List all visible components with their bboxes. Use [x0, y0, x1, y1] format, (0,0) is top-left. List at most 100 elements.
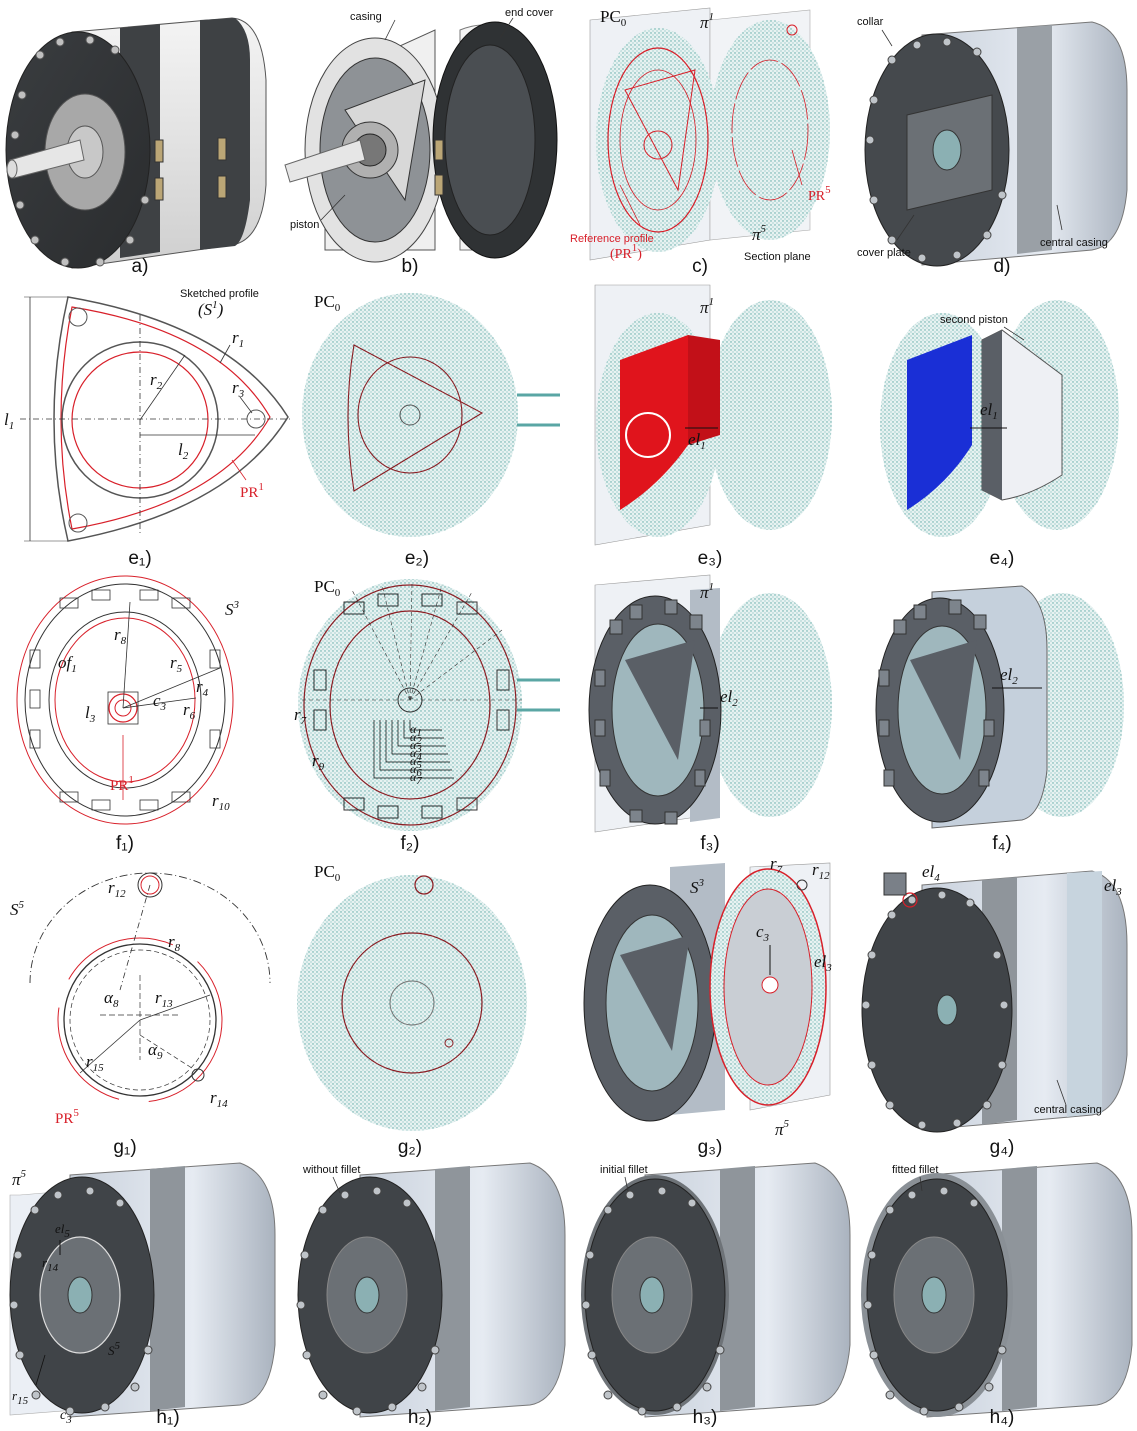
end-cover-point-cloud-g2: PC0	[297, 862, 527, 1131]
label-l1-e1: l1	[4, 410, 14, 432]
label-el1-e3: el1	[688, 430, 706, 452]
label-alpha2-f2: α2	[410, 730, 422, 747]
caption-g2: g₂)	[397, 1137, 423, 1158]
label-r9-f2: r9	[312, 751, 325, 773]
label-s1-e1: (S1)	[198, 299, 224, 319]
model-without-fillet-h2: without fillet	[296, 1162, 566, 1418]
label-l3-f1: l3	[85, 703, 96, 725]
label-pr1-e1: PR1	[240, 481, 264, 501]
label-pr1-f1: PR1	[110, 774, 134, 794]
caption-g1: g₁)	[113, 1137, 137, 1158]
label-r8-f1: r8	[114, 625, 127, 647]
label-cover-plate: cover plate	[857, 247, 911, 259]
label-without-fillet: without fillet	[302, 1164, 360, 1176]
model-initial-fillet-h3: initial fillet	[581, 1162, 851, 1418]
panel-d: collar cover plate central casing d)	[852, 0, 1137, 280]
panel-h2: without fillet h₂)	[285, 1155, 570, 1431]
label-r7-f2: r7	[294, 705, 307, 727]
label-casing: casing	[350, 11, 382, 23]
cover-plate-h1: π5 el5 r14 S5 r15 c3	[9, 1162, 276, 1426]
label-s3-f1: S3	[225, 599, 240, 619]
caption-b: b)	[401, 256, 419, 277]
panel-a: a)	[0, 0, 280, 280]
panel-h3: initial fillet h₃)	[570, 1155, 855, 1431]
caption-e4: e₄)	[989, 548, 1015, 569]
label-alpha8-g1: α8	[104, 988, 119, 1010]
label-el4-g4: el4	[922, 862, 940, 884]
label-alpha4-f2: α4	[410, 746, 422, 763]
panel-f4: el2 f₄)	[852, 570, 1137, 855]
caption-e3: e₃)	[697, 548, 723, 569]
panel-g3: S3 r7 r12 c3 el3 π5 g₃)	[570, 854, 855, 1158]
caption-g3: g₃)	[697, 1137, 723, 1158]
caption-e1: e₁)	[128, 548, 152, 569]
label-r6-f1: r6	[183, 700, 196, 722]
caption-h1: h₁)	[156, 1407, 180, 1428]
label-pi5-h1: π5	[12, 1168, 27, 1189]
label-of1-f1: of1	[58, 653, 77, 675]
label-el2-f4: el2	[1000, 665, 1018, 687]
caption-g4: g₄)	[989, 1137, 1015, 1158]
label-r3-e1: r3	[232, 378, 245, 400]
label-sketched-profile: Sketched profile	[180, 288, 259, 300]
caption-f1: f₁)	[115, 833, 135, 854]
label-r4-f1: r4	[196, 677, 209, 699]
caption-d: d)	[993, 256, 1011, 277]
caption-e2: e₂)	[404, 548, 430, 569]
label-el3-g4: el3	[1104, 876, 1122, 898]
second-piston-e4: second piston el1	[880, 300, 1119, 537]
label-pr5-c: PR5	[808, 184, 831, 204]
label-collar: collar	[857, 16, 884, 28]
label-alpha6-f2: α6	[410, 762, 422, 779]
label-r10-f1: r10	[212, 791, 230, 813]
caption-f3: f₃)	[700, 833, 720, 854]
label-alpha9-g1: α9	[148, 1040, 163, 1062]
panel-h1: π5 el5 r14 S5 r15 c3 h₁)	[0, 1155, 285, 1431]
label-pi1-e3: π1	[700, 296, 714, 317]
panel-b: casing end cover piston b)	[284, 0, 570, 280]
caption-h3: h₃)	[692, 1407, 718, 1428]
casing-model-f3: π1 el2	[588, 574, 832, 833]
label-r5-f1: r5	[170, 653, 183, 675]
label-pc0-e2: PC0	[314, 292, 341, 314]
label-pc0-c: PC0	[600, 7, 627, 29]
caption-h2: h₂)	[407, 1407, 433, 1428]
label-s3-g3: S3	[690, 877, 705, 897]
label-r15-g1: r15	[86, 1052, 104, 1074]
label-piston: piston	[290, 219, 319, 231]
piston-fit-e3: π1 el1	[594, 284, 832, 546]
label-pi5-c: π5	[752, 223, 767, 244]
label-r12-g3: r12	[812, 860, 830, 882]
end-cover-profile-sketch: S5 r12 r8 α8 r13 r15 α9 r14 PR5	[10, 872, 271, 1127]
label-pi1-c: π1	[700, 11, 714, 32]
casing-model-f4: el2	[875, 585, 1124, 829]
end-cover-assembly-g4: el4 el3 central casing	[861, 862, 1128, 1133]
label-r1-e1: r1	[232, 328, 244, 350]
panel-g2: PC0 g₂)	[292, 855, 572, 1158]
panel-g1: S5 r12 r8 α8 r13 r15 α9 r14 PR5 g₁)	[0, 855, 290, 1158]
label-fitted-fillet: fitted fillet	[892, 1164, 938, 1176]
label-c3-g3: c3	[756, 922, 770, 944]
label-el1-e4: el1	[980, 400, 998, 422]
panel-f2: PC0 r7 r9 α1 α2 α3 α4 α5 α6 α7 f₂)	[292, 570, 572, 855]
label-r7-g3: r7	[770, 854, 783, 876]
panel-c: PC0 π1 PR5 Reference profile (PR1) π5 Se…	[570, 0, 855, 280]
point-cloud-section-illustration: PC0 π1 PR5 Reference profile (PR1) π5 Se…	[570, 7, 831, 263]
label-s5-h1: S5	[108, 1340, 121, 1358]
label-pr5-g1: PR5	[55, 1107, 79, 1127]
label-pi5-g3: π5	[775, 1118, 790, 1139]
panel-e3: π1 el1 e₃)	[570, 284, 855, 570]
point-cloud-front-e2: PC0	[302, 292, 560, 537]
piston-profile-sketch: Sketched profile (S1) r1 r2 r3 l1 l2 PR1	[4, 288, 290, 542]
reconstructed-assembly-illustration: collar cover plate central casing	[857, 16, 1128, 267]
label-l2-e1: l2	[178, 440, 189, 462]
exploded-view-illustration: casing end cover piston	[284, 7, 558, 263]
label-alpha1-f2: α1	[410, 722, 422, 739]
casing-point-cloud-f2: PC0 r7 r9 α1 α2 α3 α4 α5 α6 α7	[294, 577, 560, 831]
panel-e1: Sketched profile (S1) r1 r2 r3 l1 l2 PR1…	[0, 285, 290, 570]
label-s5-g1: S5	[10, 899, 25, 919]
caption-f2: f₂)	[400, 833, 420, 854]
label-alpha7-f2: α7	[410, 770, 422, 787]
label-el5-h1: el5	[55, 1221, 70, 1240]
panel-e4: second piston el1 e₄)	[852, 285, 1137, 570]
